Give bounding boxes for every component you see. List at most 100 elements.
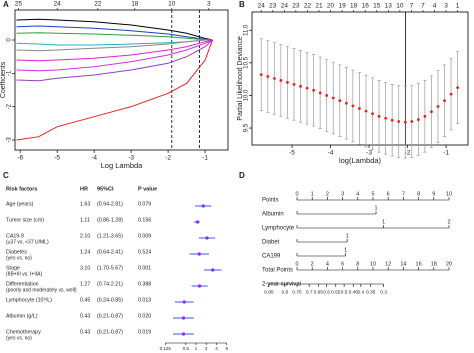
y-axis-label: Coefficients (0, 61, 7, 98)
y-tick-label: -1 (7, 70, 13, 76)
scale-label: 7 (402, 191, 405, 197)
cv-point (286, 81, 289, 84)
row-label: CA199 (262, 254, 281, 260)
hr-value: 1.63 (80, 201, 90, 207)
hr-value: 0.43 (80, 313, 90, 319)
x-tick-label: 0.125 (160, 346, 172, 351)
risk-factor: Diabetes (6, 249, 27, 255)
scale-label: 0 (295, 261, 298, 267)
x-tick-label: -4 (328, 150, 334, 157)
x-tick-label: 2 (205, 346, 208, 351)
ci-value: (0.64-2.41) (97, 249, 123, 255)
risk-factor: CA19-9 (6, 233, 24, 239)
hazard-ratio (197, 252, 201, 256)
hr-value: 1.24 (80, 249, 90, 255)
scale-label: 3 (341, 191, 344, 197)
coefficient-path (16, 25, 213, 41)
hr-value: 0.45 (80, 297, 90, 303)
x-tick-label: -4 (91, 155, 97, 162)
x-tick-label: 0.5 (183, 346, 190, 351)
top-tick-label: 15 (373, 3, 381, 10)
cv-point (331, 96, 335, 100)
row-label: Diabet (262, 240, 280, 246)
risk-factor: Stage (6, 265, 20, 271)
column-header: P value (138, 186, 157, 192)
survival-label: 0.7 (306, 289, 313, 295)
cv-point (403, 120, 407, 124)
hazard-ratio (195, 220, 200, 224)
x-tick-label: -6 (17, 155, 23, 162)
scale-label: 6 (387, 191, 390, 197)
top-tick-label: 10 (168, 1, 176, 8)
cv-point (344, 101, 348, 105)
cv-point (449, 92, 453, 96)
top-tick-label: 18 (131, 1, 139, 8)
coefficient-path (16, 32, 213, 41)
ci-value: (0.74-2.21) (97, 281, 123, 287)
y-tick-label: 0 (7, 38, 13, 42)
panel-letter: B (239, 0, 245, 9)
coefficient-path (16, 39, 213, 62)
hazard-ratio (201, 204, 205, 208)
survival-label: 0.55 (331, 289, 341, 295)
cv-point (325, 94, 329, 97)
hazard-ratio (197, 284, 202, 288)
top-tick-label: 13 (385, 3, 393, 10)
cv-point (410, 120, 414, 123)
scale-label: 8 (417, 191, 420, 197)
x-tick-label: -1 (443, 150, 449, 157)
survival-label: 0.4 (358, 289, 365, 295)
top-tick-label: 25 (15, 1, 23, 8)
scale-label: 12 (385, 261, 391, 267)
x-tick-label: 1 (195, 346, 198, 351)
ci-value: (1.21-3.65) (97, 233, 123, 239)
top-tick-label: 7 (421, 3, 425, 10)
coefficient-path (16, 18, 213, 41)
scale-label: 5 (371, 191, 374, 197)
y-tick-label: 11.0 (244, 24, 250, 36)
ci-value: (0.24-0.85) (97, 297, 123, 303)
survival-label: 0.6 (323, 289, 330, 295)
cv-point (312, 88, 316, 92)
scale-label: 10 (446, 191, 452, 197)
hr-value: 0.43 (80, 329, 90, 335)
hazard-ratio (181, 332, 186, 336)
scale-label: 4 (356, 191, 359, 197)
cv-point (390, 118, 394, 122)
top-tick-label: 4 (433, 3, 437, 10)
scale-label: 18 (431, 261, 437, 267)
panel-letter: A (3, 0, 9, 9)
x-tick-label: 4 (215, 346, 218, 351)
x-tick-label: -3 (366, 150, 372, 157)
scale-label: 6 (341, 261, 344, 267)
variable-level: 1 (344, 247, 347, 253)
survival-label: 0.65 (314, 289, 324, 295)
row-label: 2-year survival (262, 282, 301, 288)
ci-value: (0.86-1.28) (97, 217, 123, 223)
risk-factor: Chemotherapy (6, 329, 41, 335)
cv-point (384, 116, 388, 120)
y-tick-label: -3 (7, 137, 13, 143)
x-tick-label: -1 (202, 155, 208, 162)
variable-level: 1 (382, 219, 385, 225)
risk-factor-note: (≥37 vs. <37 U/ML) (6, 239, 49, 245)
hazard-ratio (205, 236, 209, 240)
p-value: 0.013 (138, 297, 151, 303)
scale-label: 1 (311, 191, 314, 197)
cv-point (377, 114, 381, 118)
row-label: Points (262, 198, 279, 204)
y-axis-label: Partial Likelihood Deviance (237, 36, 244, 121)
ci-value: (0.21-0.87) (97, 313, 123, 319)
top-tick-label: 16 (362, 3, 370, 10)
cv-point (318, 91, 322, 95)
coefficient-path (16, 39, 213, 72)
variable-level: 1 (375, 205, 378, 211)
survival-label: 0.5 (341, 289, 348, 295)
top-tick-label: 3 (207, 1, 211, 8)
row-label: Total Points (262, 268, 293, 274)
scale-label: 20 (446, 261, 452, 267)
panel-letter: C (3, 171, 9, 180)
ci-value: (0.94-2.81) (97, 201, 123, 207)
cv-point (430, 110, 433, 114)
risk-factor-note: (yes vs. no) (6, 335, 32, 341)
